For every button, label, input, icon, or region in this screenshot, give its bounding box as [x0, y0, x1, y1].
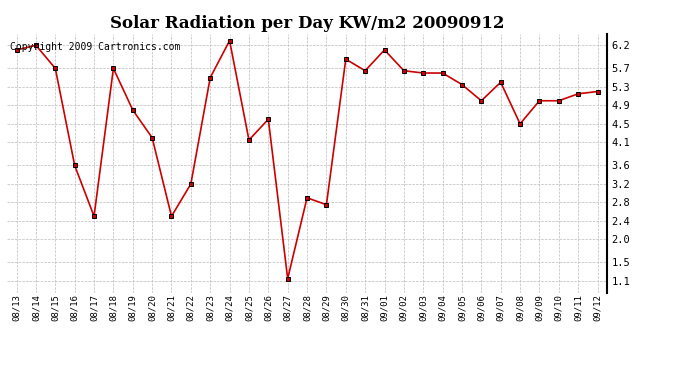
Title: Solar Radiation per Day KW/m2 20090912: Solar Radiation per Day KW/m2 20090912	[110, 15, 504, 32]
Text: Copyright 2009 Cartronics.com: Copyright 2009 Cartronics.com	[10, 42, 180, 51]
